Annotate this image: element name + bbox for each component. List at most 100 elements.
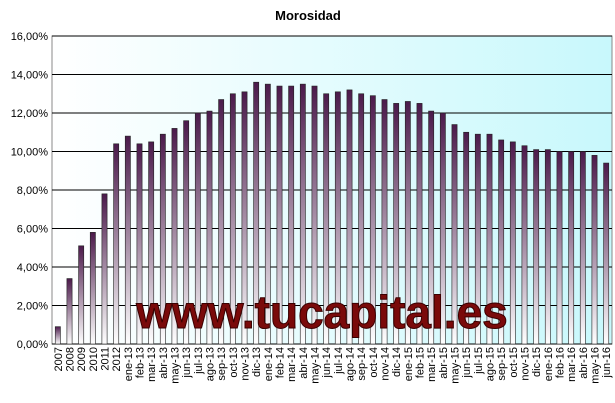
x-tick-label: mar-13 (146, 347, 158, 382)
x-tick-label: nov-14 (380, 347, 392, 381)
x-tick-label: 2011 (100, 347, 112, 371)
bar (428, 110, 435, 345)
x-tick-label: oct-15 (508, 347, 520, 378)
bar (393, 103, 400, 345)
x-tick-label: 2010 (88, 347, 100, 371)
bar (358, 93, 365, 345)
bar (568, 151, 575, 345)
x-tick-label: 2009 (76, 347, 88, 371)
x-tick-label: may-13 (170, 347, 182, 384)
y-tick-label: 4,00% (17, 262, 48, 274)
x-tick-label: abr-13 (158, 347, 170, 379)
bar (101, 193, 108, 345)
y-tick-label: 8,00% (17, 185, 48, 197)
x-tick-label: oct-14 (368, 347, 380, 378)
bar (451, 124, 458, 345)
bar (404, 101, 411, 345)
bar (299, 83, 306, 345)
chart-title: Morosidad (275, 8, 341, 23)
x-tick-label: jul-13 (193, 347, 205, 375)
x-tick-label: abr-16 (578, 347, 590, 379)
y-tick-label: 6,00% (17, 224, 48, 236)
x-tick-label: jun-13 (181, 347, 193, 379)
bar (78, 245, 85, 345)
bar (369, 95, 376, 345)
x-tick-label: 2008 (65, 347, 77, 371)
x-tick-label: jun-16 (601, 347, 613, 379)
bar (218, 99, 225, 345)
bar (486, 133, 493, 345)
y-tick-label: 10,00% (11, 147, 49, 159)
bar (159, 133, 166, 345)
x-tick-label: ago-14 (345, 347, 357, 381)
x-tick-label: may-16 (590, 347, 602, 384)
x-tick-label: jul-15 (473, 347, 485, 375)
x-tick-label: 2007 (53, 347, 65, 371)
bar (136, 143, 143, 345)
x-tick-label: 2012 (111, 347, 123, 371)
bar (148, 141, 155, 345)
x-tick-label: ene-15 (403, 347, 415, 381)
bar (334, 91, 341, 345)
bar (54, 326, 61, 345)
bar (521, 145, 528, 345)
bar (253, 81, 260, 345)
y-tick-label: 12,00% (11, 108, 49, 120)
x-tick-label: dic-14 (391, 347, 403, 377)
bar (591, 155, 598, 345)
bar (264, 83, 271, 345)
bar (509, 141, 516, 345)
x-tick-label: dic-15 (531, 347, 543, 377)
bar (533, 149, 540, 345)
x-tick-label: mar-15 (426, 347, 438, 382)
bar (439, 112, 446, 345)
x-tick-label: feb-16 (555, 347, 567, 378)
bar (288, 85, 295, 345)
bar (194, 112, 201, 345)
x-tick-label: ago-13 (205, 347, 217, 381)
x-tick-label: sep-14 (356, 347, 368, 381)
x-tick-label: ene-14 (263, 347, 275, 381)
x-tick-label: sep-13 (216, 347, 228, 381)
watermark: www.tucapital.es (135, 286, 508, 338)
x-tick-label: feb-15 (415, 347, 427, 378)
y-tick-label: 16,00% (11, 31, 49, 43)
bar (323, 93, 330, 345)
bar (579, 151, 586, 345)
x-tick-label: may-15 (450, 347, 462, 384)
bar (381, 99, 388, 345)
bar (89, 232, 96, 345)
x-tick-label: abr-15 (438, 347, 450, 379)
bar (66, 278, 73, 345)
x-tick-label: mar-14 (286, 347, 298, 382)
y-tick-label: 0,00% (17, 339, 48, 351)
x-tick-label: dic-13 (251, 347, 263, 377)
y-tick-label: 14,00% (11, 70, 49, 82)
bar (346, 89, 353, 345)
bar (311, 85, 318, 345)
x-tick-label: abr-14 (298, 347, 310, 379)
bar (416, 103, 423, 345)
bar (113, 143, 120, 345)
bar (498, 139, 505, 345)
x-tick-label: feb-13 (135, 347, 147, 378)
x-tick-label: may-14 (310, 347, 322, 384)
bar (171, 128, 178, 345)
bar (229, 93, 236, 345)
bar (463, 131, 470, 345)
x-tick-label: feb-14 (275, 347, 287, 378)
x-tick-label: jun-15 (461, 347, 473, 379)
y-tick-label: 2,00% (17, 301, 48, 313)
x-tick-label: nov-13 (240, 347, 252, 381)
bar (206, 110, 213, 345)
bar (474, 133, 481, 345)
bar (556, 151, 563, 345)
x-tick-label: mar-16 (566, 347, 578, 382)
x-tick-label: jul-14 (333, 347, 345, 375)
bar (544, 149, 551, 345)
x-tick-label: sep-15 (496, 347, 508, 381)
x-tick-label: nov-15 (520, 347, 532, 381)
x-tick-label: ago-15 (485, 347, 497, 381)
